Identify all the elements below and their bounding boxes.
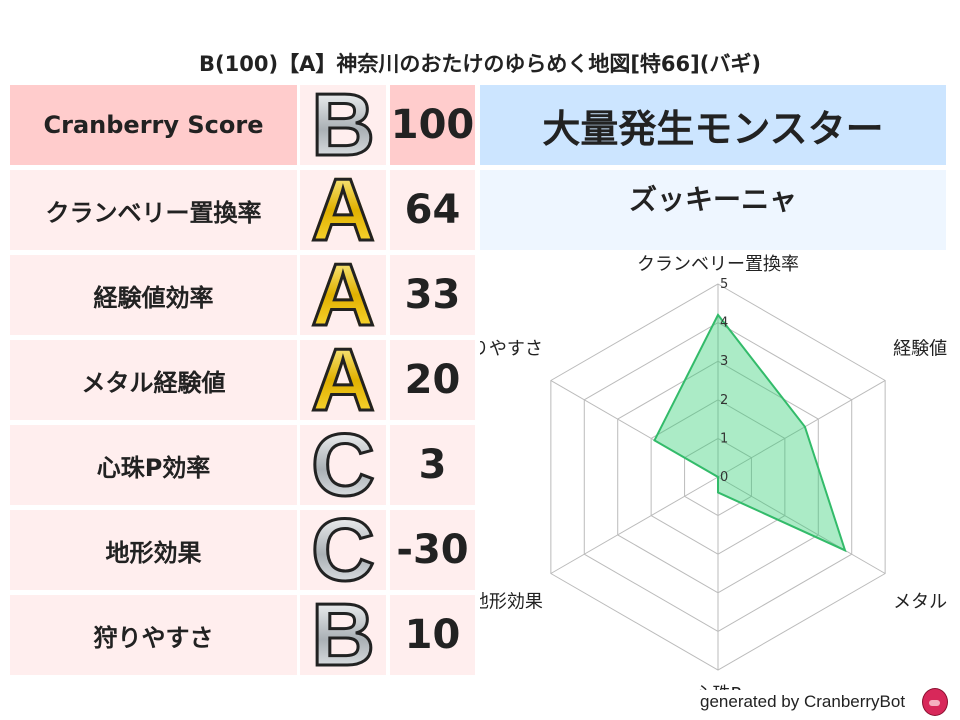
grade-letter: A bbox=[310, 330, 377, 429]
data-area bbox=[653, 313, 847, 553]
grade-badge: C bbox=[300, 419, 386, 510]
tick-label: 2 bbox=[720, 393, 728, 408]
axis-label: 地形効果 bbox=[480, 592, 543, 613]
metric-score: 33 bbox=[390, 255, 475, 335]
score-header-grade-badge: B bbox=[300, 79, 386, 170]
grade-badge: C bbox=[300, 504, 386, 595]
score-header-value: 100 bbox=[390, 85, 475, 165]
axis-label: クランベリー置換率 bbox=[637, 254, 799, 275]
metric-score: 64 bbox=[390, 170, 475, 250]
metric-label: クランベリー置換率 bbox=[10, 170, 297, 250]
grade-badge: A bbox=[300, 249, 386, 340]
tick-label: 3 bbox=[720, 354, 728, 369]
metric-label: 地形効果 bbox=[10, 510, 297, 590]
metric-score: -30 bbox=[390, 510, 475, 590]
metric-score: 3 bbox=[390, 425, 475, 505]
axis-label: 心珠P bbox=[695, 684, 742, 690]
grade-badge: B bbox=[300, 589, 386, 680]
metric-label: 心珠P効率 bbox=[10, 425, 297, 505]
tick-label: 4 bbox=[720, 316, 728, 331]
grade-letter: B bbox=[310, 585, 377, 684]
axis-label: 経験値 bbox=[893, 339, 947, 360]
grade-letter: C bbox=[310, 500, 377, 599]
grade-letter: A bbox=[310, 160, 377, 259]
monster-name: ズッキーニャ bbox=[480, 170, 946, 250]
metric-label: メタル経験値 bbox=[10, 340, 297, 420]
grade-badge: A bbox=[300, 164, 386, 255]
radar-chart: 0 1 2 3 4 5 クランベリー置換率経験値メタル心珠P 地形効果 狩りやすさ bbox=[480, 254, 947, 690]
cranberry-bot-icon bbox=[922, 688, 948, 716]
grade-letter: C bbox=[310, 415, 377, 514]
metric-score: 10 bbox=[390, 595, 475, 675]
tick-label: 1 bbox=[720, 431, 728, 446]
grade-badge: A bbox=[300, 334, 386, 425]
monster-header: 大量発生モンスター bbox=[480, 85, 946, 165]
metric-label: 狩りやすさ bbox=[10, 595, 297, 675]
footer-credit: generated by CranberryBot bbox=[700, 692, 906, 711]
grid-spoke bbox=[717, 476, 886, 574]
tick-label: 5 bbox=[720, 277, 728, 292]
grid-spoke bbox=[717, 380, 886, 478]
grade-letter: B bbox=[310, 75, 377, 174]
metric-score: 20 bbox=[390, 340, 475, 420]
axis-label: 狩りやすさ bbox=[480, 339, 543, 360]
score-header-label: Cranberry Score bbox=[10, 85, 297, 165]
axis-label: メタル bbox=[893, 592, 947, 613]
tick-label: 0 bbox=[720, 470, 728, 485]
grade-letter: A bbox=[310, 245, 377, 344]
metric-label: 経験値効率 bbox=[10, 255, 297, 335]
page-title: B(100)【A】神奈川のおたけのゆらめく地図[特66](バギ) bbox=[199, 52, 761, 76]
grid-spoke bbox=[550, 476, 719, 574]
